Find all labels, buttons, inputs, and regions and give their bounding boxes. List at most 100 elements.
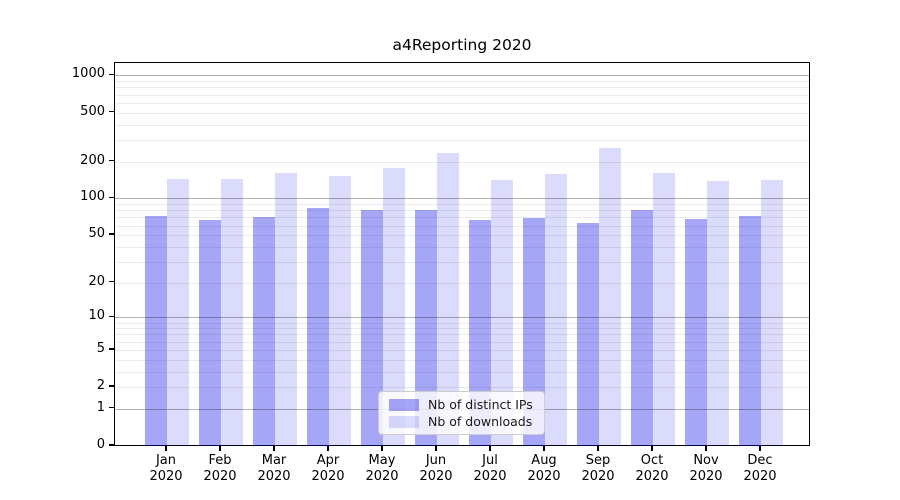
gridline-major-10 xyxy=(115,317,809,319)
chart-title: a4Reporting 2020 xyxy=(392,36,532,54)
x-tick-month-nov: Nov xyxy=(693,453,719,468)
y-tick-label-5: 5 xyxy=(96,340,105,356)
gridline-minor-2 xyxy=(115,387,809,389)
x-tick-month-jan: Jan xyxy=(155,453,177,468)
bar-nb-of-distinct-ips-feb xyxy=(199,220,221,446)
x-tick-year-aug: 2020 xyxy=(527,468,561,484)
gridline-minor-50 xyxy=(115,235,809,237)
y-tick-mark-1 xyxy=(109,407,114,409)
bar-nb-of-distinct-ips-dec xyxy=(739,215,761,446)
y-tick-label-1: 1 xyxy=(96,399,105,415)
legend-row-downloads: Nb of downloads xyxy=(389,414,536,429)
x-tick-mark-jul xyxy=(489,446,491,451)
gridline-major-100 xyxy=(115,198,809,200)
y-tick-label-500: 500 xyxy=(80,103,105,119)
x-tick-year-jan: 2020 xyxy=(149,468,183,484)
gridline-minor-90 xyxy=(115,204,809,206)
x-tick-label-dec: Dec 2020 xyxy=(732,453,788,484)
x-tick-year-jun: 2020 xyxy=(419,468,453,484)
bar-nb-of-distinct-ips-jan xyxy=(145,215,167,446)
x-tick-month-oct: Oct xyxy=(640,453,664,468)
y-tick-label-20: 20 xyxy=(88,273,105,289)
plot-area xyxy=(114,62,810,446)
bar-nb-of-downloads-dec xyxy=(761,179,783,446)
x-tick-month-dec: Dec xyxy=(747,453,773,468)
y-tick-label-200: 200 xyxy=(80,152,105,168)
gridline-minor-700 xyxy=(115,94,809,96)
x-tick-year-apr: 2020 xyxy=(311,468,345,484)
gridline-minor-6 xyxy=(115,341,809,343)
gridline-minor-80 xyxy=(115,210,809,212)
gridline-minor-400 xyxy=(115,124,809,126)
x-tick-label-jun: Jun 2020 xyxy=(408,453,464,484)
bar-nb-of-distinct-ips-apr xyxy=(307,208,329,446)
y-tick-label-0: 0 xyxy=(96,437,105,452)
x-tick-year-jul: 2020 xyxy=(473,468,507,484)
x-tick-mark-oct xyxy=(651,446,653,451)
x-tick-mark-mar xyxy=(273,446,275,451)
gridline-minor-800 xyxy=(115,87,809,89)
y-tick-label-1000: 1000 xyxy=(71,66,105,82)
x-tick-mark-nov xyxy=(705,446,707,451)
x-tick-mark-jun xyxy=(435,446,437,451)
grid-layer xyxy=(115,63,809,445)
legend-swatch-downloads xyxy=(389,415,419,428)
x-tick-label-aug: Aug 2020 xyxy=(516,453,572,484)
x-tick-year-oct: 2020 xyxy=(635,468,669,484)
y-tick-mark-50 xyxy=(109,233,114,235)
y-tick-mark-1000 xyxy=(109,73,114,76)
x-tick-mark-dec xyxy=(759,446,761,451)
x-tick-mark-jan xyxy=(165,446,167,451)
legend-row-distinct-ips: Nb of distinct IPs xyxy=(389,397,536,412)
x-tick-month-mar: Mar xyxy=(261,453,287,468)
y-tick-mark-0 xyxy=(109,444,114,446)
gridline-major-1000 xyxy=(115,75,809,77)
bar-nb-of-downloads-nov xyxy=(707,181,729,446)
gridline-minor-5 xyxy=(115,349,809,351)
bar-nb-of-downloads-apr xyxy=(329,176,351,446)
y-tick-label-10: 10 xyxy=(88,308,105,324)
y-tick-mark-10 xyxy=(109,315,114,318)
x-tick-mark-apr xyxy=(327,446,329,451)
x-tick-month-jun: Jun xyxy=(425,453,447,468)
gridline-minor-70 xyxy=(115,217,809,219)
y-tick-mark-100 xyxy=(109,196,114,199)
x-tick-year-may: 2020 xyxy=(365,468,399,484)
x-tick-label-nov: Nov 2020 xyxy=(678,453,734,484)
x-tick-label-feb: Feb 2020 xyxy=(192,453,248,484)
gridline-minor-300 xyxy=(115,139,809,141)
legend-label-distinct-ips: Nb of distinct IPs xyxy=(428,397,533,412)
y-tick-mark-5 xyxy=(109,348,114,350)
legend-swatch-distinct-ips xyxy=(389,398,419,411)
x-tick-year-sep: 2020 xyxy=(581,468,615,484)
x-tick-month-feb: Feb xyxy=(208,453,232,468)
gridline-minor-20 xyxy=(115,282,809,284)
y-tick-label-100: 100 xyxy=(80,189,105,205)
x-tick-label-sep: Sep 2020 xyxy=(570,453,626,484)
y-tick-label-2: 2 xyxy=(96,378,105,394)
x-tick-mark-aug xyxy=(543,446,545,451)
x-tick-label-may: May 2020 xyxy=(354,453,410,484)
gridline-minor-3 xyxy=(115,371,809,373)
x-tick-month-sep: Sep xyxy=(585,453,611,468)
legend-label-downloads: Nb of downloads xyxy=(428,414,533,429)
x-tick-label-apr: Apr 2020 xyxy=(300,453,356,484)
gridline-minor-500 xyxy=(115,112,809,114)
x-tick-mark-feb xyxy=(219,446,221,451)
gridline-minor-40 xyxy=(115,246,809,248)
y-tick-label-50: 50 xyxy=(88,226,105,242)
bar-nb-of-downloads-sep xyxy=(599,147,621,446)
x-tick-label-jul: Jul 2020 xyxy=(462,453,518,484)
x-tick-year-mar: 2020 xyxy=(257,468,291,484)
gridline-minor-4 xyxy=(115,359,809,361)
bar-nb-of-distinct-ips-nov xyxy=(685,218,707,446)
y-tick-mark-200 xyxy=(109,159,114,162)
bar-nb-of-downloads-feb xyxy=(221,178,243,446)
x-tick-month-jul: Jul xyxy=(482,453,498,468)
legend: Nb of distinct IPs Nb of downloads xyxy=(378,391,545,435)
bar-nb-of-distinct-ips-mar xyxy=(253,217,275,446)
bars-layer xyxy=(115,63,809,446)
bar-nb-of-downloads-oct xyxy=(653,173,675,446)
x-tick-year-feb: 2020 xyxy=(203,468,237,484)
